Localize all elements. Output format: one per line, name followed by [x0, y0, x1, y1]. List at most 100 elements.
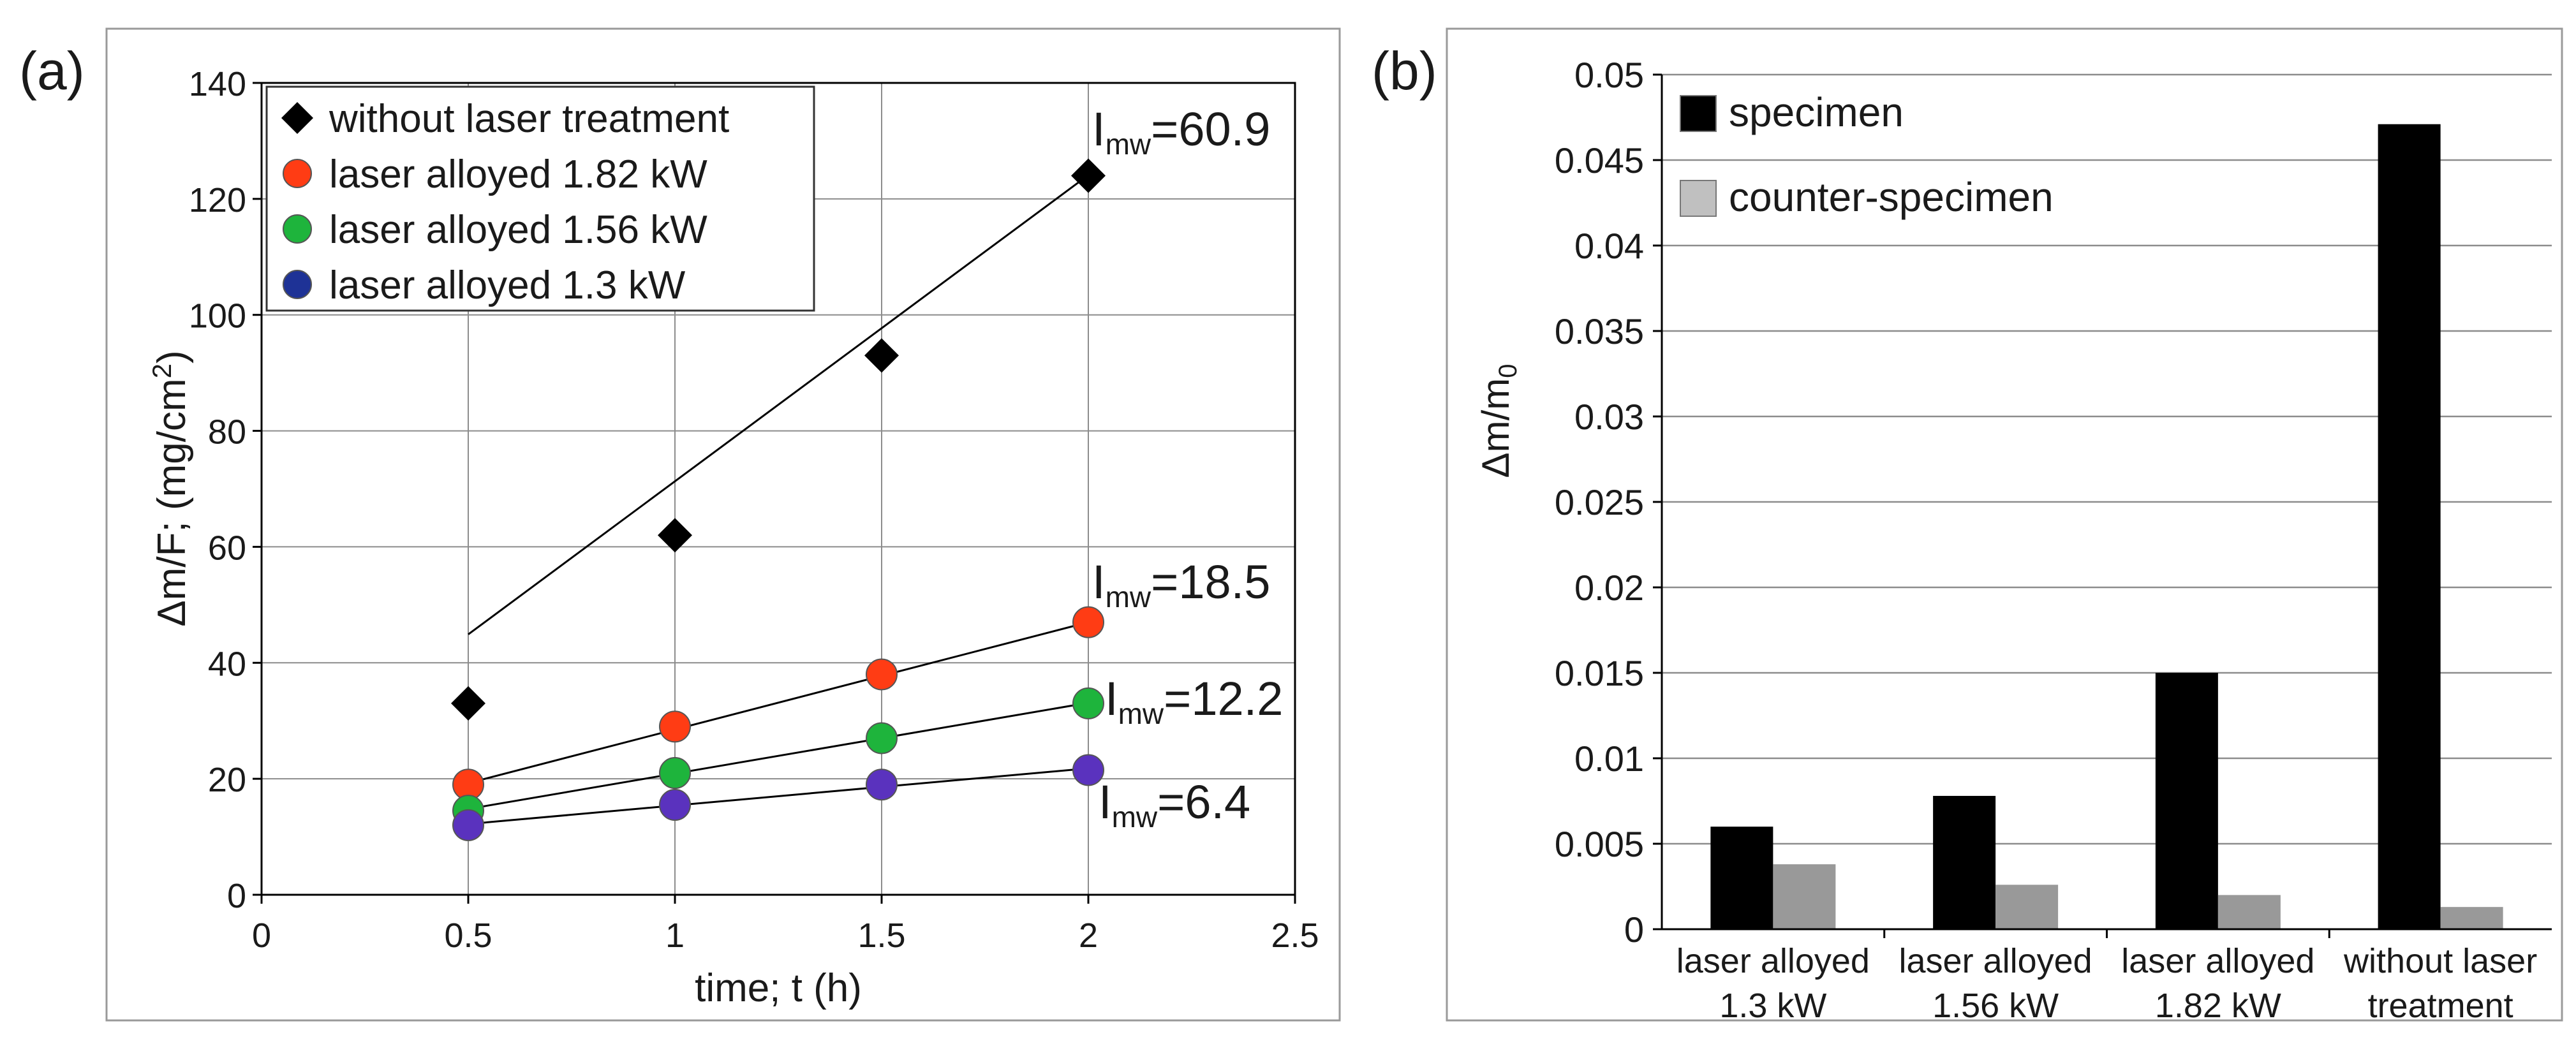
panel-b-x-tick-label: without laser [2343, 942, 2537, 980]
panel-a-legend-box [265, 85, 815, 312]
panel-b-y-tick-label: 0.03 [1574, 397, 1644, 437]
panel-a-x-tick-label: 2.5 [1271, 916, 1319, 955]
annotation-sub: mw [1118, 697, 1164, 730]
panel-a-annotation-0: Imw=60.9 [1092, 103, 1270, 161]
panel-a-y-tick-label: 0 [227, 877, 246, 915]
panel-a-point-circle [1072, 606, 1104, 638]
panel-b-bar-counter-specimen [2440, 907, 2503, 929]
panel-a-x-tick-label: 1.5 [857, 916, 905, 955]
panel-a-y-tick-label: 140 [189, 65, 246, 103]
panel-a-y-tick-label: 80 [208, 413, 246, 452]
panel-a-fit-line-3 [468, 767, 1089, 825]
panel-a-x-tick-label: 0 [252, 916, 271, 955]
annotation-sub: mw [1106, 580, 1151, 614]
panel-b-label: (b) [1372, 41, 1437, 101]
panel-b-bar-counter-specimen [1773, 864, 1836, 929]
panel-a-point-circle [452, 809, 484, 841]
panel-b-y-ticks: 0 0.005 0.01 0.015 0.02 0.025 0.03 0.035 0.04 0.0… [1555, 55, 1662, 950]
panel-b-y-tick-label: 0.05 [1574, 55, 1644, 95]
panel-a-y-axis-title-end: ) [150, 350, 194, 364]
panel-a-x-ticks: 0 0.5 1 1.5 2 2.5 [252, 895, 1319, 955]
panel-b-y-tick-label: 0.015 [1555, 653, 1644, 693]
panel-b-y-tick-label: 0.025 [1555, 482, 1644, 522]
legend-marker-circle [283, 270, 312, 299]
panel-a-point-circle [1072, 687, 1104, 719]
panel-b-y-tick-label: 0.045 [1555, 140, 1644, 180]
panel-b-y-axis-title: Δm/m0 [1474, 364, 1522, 478]
legend-marker-circle [283, 214, 312, 244]
legend-label: laser alloyed 1.3 kW [329, 263, 686, 307]
panel-a-y-tick-label: 100 [189, 297, 246, 335]
panel-a-annotation-1: Imw=18.5 [1092, 555, 1270, 614]
panel-b-x-tick-label: laser alloyed [2121, 942, 2314, 980]
panel-b-x-tick-label: 1.56 kW [1932, 987, 2059, 1025]
panel-b-frame [1446, 27, 2563, 1022]
panel-a-legend-items: without laser treatment laser alloyed 1.8… [281, 97, 729, 307]
panel-b-x-ticks: laser alloyed 1.3 kW laser alloyed 1.56 kW l… [1677, 929, 2537, 1025]
panel-a-point-circle [866, 722, 898, 754]
panel-b-legend-label: counter-specimen [1729, 174, 2054, 220]
panel-b-legend: specimen counter-specimen [1680, 89, 2054, 220]
panel-a-point-diamond [451, 686, 485, 721]
panel-a-annotation-3: Imw=6.4 [1099, 776, 1250, 834]
panel-a-point-diamond [658, 518, 692, 553]
panel-a-legend: without laser treatment laser alloyed 1.8… [265, 85, 815, 312]
legend-label: laser alloyed 1.56 kW [329, 208, 707, 252]
panel-a-y-axis-title-main: Δm/F; (mg/cm [150, 378, 194, 626]
panel-a-point-circle [866, 768, 898, 801]
annotation-sub: mw [1112, 800, 1158, 834]
panel-a-y-tick-label: 20 [208, 761, 246, 799]
panel-b-x-tick-label: treatment [2368, 987, 2513, 1025]
annotation-prefix: I [1092, 555, 1106, 608]
panel-a-point-circle [866, 658, 898, 691]
panel-b-x-tick-label: laser alloyed [1899, 942, 2092, 980]
panel-a-fit-line-0 [468, 174, 1089, 635]
panel-a-annotation-2: Imw=12.2 [1105, 672, 1283, 730]
annotation-prefix: I [1092, 103, 1106, 156]
legend-label: laser alloyed 1.82 kW [329, 152, 707, 196]
legend-marker-diamond [281, 102, 313, 134]
panel-a-fit-line-1 [468, 621, 1089, 784]
panel-b-x-tick-label: 1.82 kW [2155, 987, 2281, 1025]
panel-b-bar-specimen [1710, 827, 1773, 929]
panel-a-y-tick-label: 60 [208, 529, 246, 567]
panel-a-point-diamond [1071, 158, 1106, 193]
panel-b-bar-chart: (b) 0 0.005 0.01 0.015 0.02 0.025 0.03 0.035 0.0… [1372, 27, 2563, 1025]
panel-b-y-tick-label: 0.04 [1574, 226, 1644, 266]
panel-a-plot-area [260, 82, 1296, 896]
annotation-sub: mw [1106, 128, 1151, 161]
panel-a-point-circle [659, 757, 691, 790]
panel-b-x-tick-label: 1.3 kW [1719, 987, 1826, 1025]
panel-b-bars [1710, 124, 2503, 930]
annotation-prefix: I [1099, 776, 1112, 828]
panel-a-point-circle [659, 710, 691, 743]
panel-b-bar-specimen [1933, 795, 1996, 929]
panel-a-y-tick-label: 120 [189, 181, 246, 219]
annotation-value: =60.9 [1151, 103, 1270, 156]
panel-b-y-tick-label: 0 [1624, 909, 1644, 950]
panel-b-bar-specimen [2378, 124, 2441, 930]
panel-a-x-tick-label: 1 [665, 916, 685, 955]
panel-a-point-diamond [864, 338, 899, 373]
panel-a-y-tick-label: 40 [208, 645, 246, 683]
panel-b-bar-counter-specimen [1995, 885, 2059, 929]
panel-a-x-axis-title: time; t (h) [695, 966, 862, 1010]
panel-a-point-circle [1072, 754, 1104, 786]
panel-a-y-axis-title: Δm/F; (mg/cm2) [147, 350, 194, 626]
panel-b-legend-swatch [1680, 180, 1717, 217]
panel-b-y-tick-label: 0.02 [1574, 568, 1644, 608]
panel-b-legend-swatch [1680, 95, 1717, 132]
panel-a-y-ticks: 0 20 40 60 80 100 120 140 [189, 65, 262, 915]
panel-a-fit-line-2 [468, 702, 1089, 810]
panel-a-data-points [451, 158, 1106, 841]
annotation-prefix: I [1105, 672, 1118, 725]
panel-b-x-tick-label: laser alloyed [1677, 942, 1870, 980]
panel-b-y-tick-label: 0.005 [1555, 824, 1644, 864]
annotation-value: =12.2 [1164, 672, 1283, 725]
legend-label: without laser treatment [329, 97, 729, 141]
panel-b-bar-specimen [2155, 673, 2218, 929]
annotation-value: =18.5 [1151, 555, 1270, 608]
panel-a-fit-lines [468, 174, 1089, 825]
